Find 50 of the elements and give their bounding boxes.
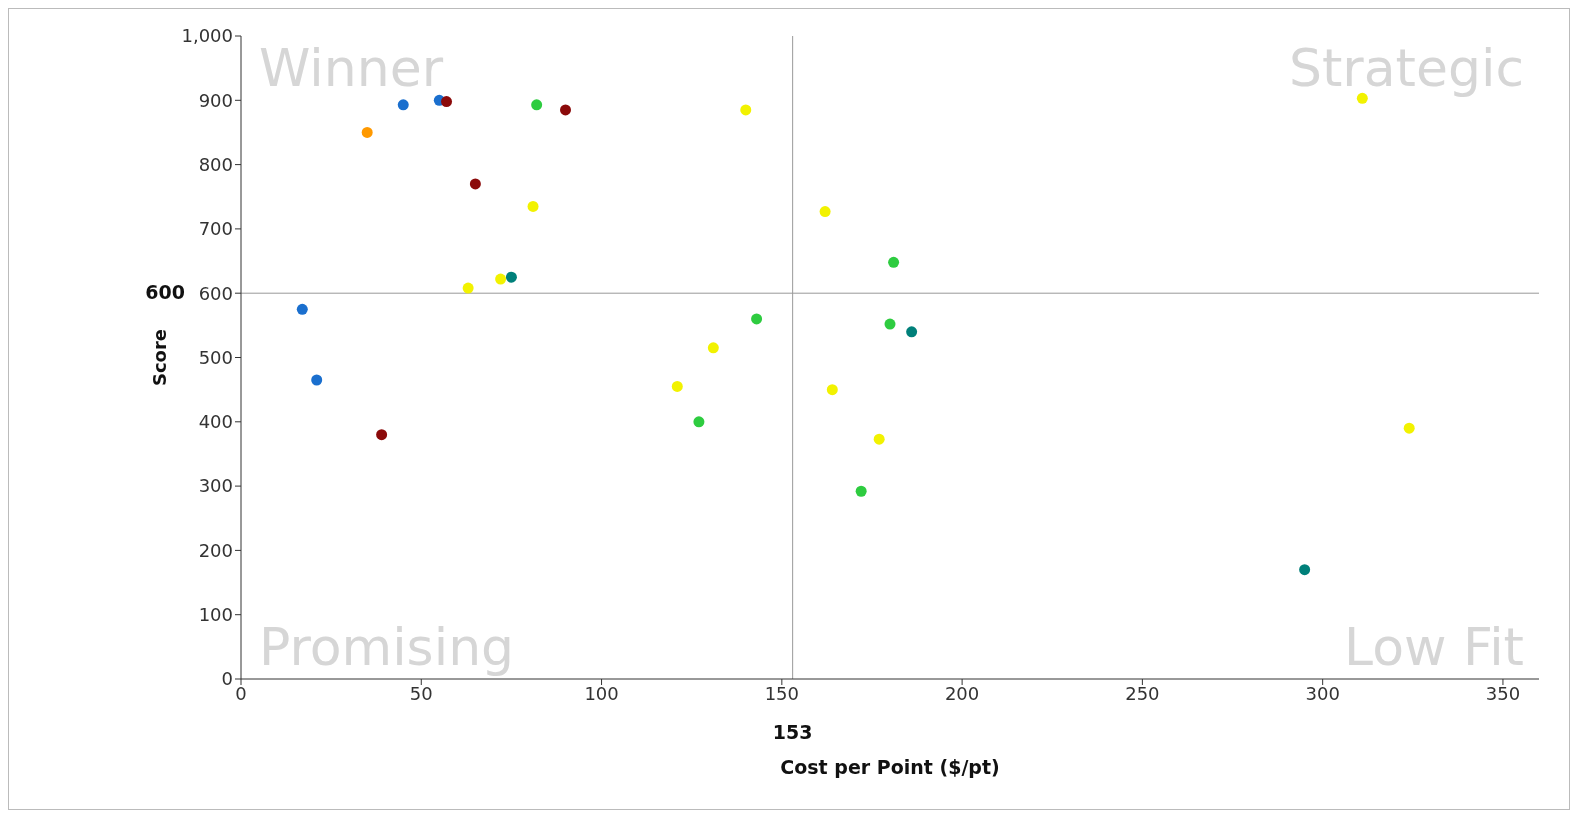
point (873, 433, 885, 445)
x-tick-label: 350 (1485, 682, 1521, 704)
y-tick-label: 300 (198, 475, 233, 497)
point (505, 271, 517, 283)
point (495, 273, 507, 285)
y-tick-label: 800 (198, 153, 233, 175)
point (531, 99, 543, 111)
point (855, 485, 867, 497)
y-tick-label: 200 (198, 539, 233, 561)
x-tick-label: 50 (409, 682, 433, 704)
y-tick-label: 900 (198, 89, 233, 111)
point (361, 126, 373, 138)
x-tick-label: 200 (944, 682, 980, 704)
y-tick-label: 700 (198, 218, 233, 240)
point (1403, 422, 1415, 434)
x-axis-title: Cost per Point ($/pt) (780, 756, 1000, 778)
point (441, 96, 453, 108)
x-tick-label: 300 (1305, 682, 1340, 704)
x-tick-label: 150 (764, 682, 800, 704)
y-tick-label: 100 (198, 604, 233, 626)
point (311, 374, 323, 386)
point (527, 200, 539, 212)
point (740, 104, 752, 116)
x-tick-label: 100 (584, 682, 619, 704)
ref-line-label: 153 (772, 721, 813, 743)
point (906, 326, 918, 338)
point (469, 178, 481, 190)
point (751, 313, 763, 325)
ref-line-label: 600 (145, 281, 185, 304)
point (819, 206, 831, 218)
point (397, 99, 409, 111)
point (560, 104, 571, 116)
y-tick-label: 0 (221, 668, 233, 690)
point (1299, 564, 1311, 576)
point (707, 342, 719, 354)
point (296, 303, 308, 315)
point (826, 384, 838, 396)
y-tick-label: 1,000 (181, 25, 233, 47)
x-tick-label: 250 (1125, 682, 1160, 704)
x-tick-label: 0 (235, 682, 247, 704)
point (671, 380, 683, 392)
y-tick-label: 600 (198, 282, 233, 304)
y-tick-label: 400 (198, 411, 233, 433)
y-axis-title: Score (149, 328, 170, 387)
y-tick-label: 500 (198, 346, 233, 368)
point (888, 256, 900, 268)
point (376, 429, 388, 441)
point (884, 318, 896, 330)
point (462, 282, 474, 294)
point (693, 416, 705, 428)
